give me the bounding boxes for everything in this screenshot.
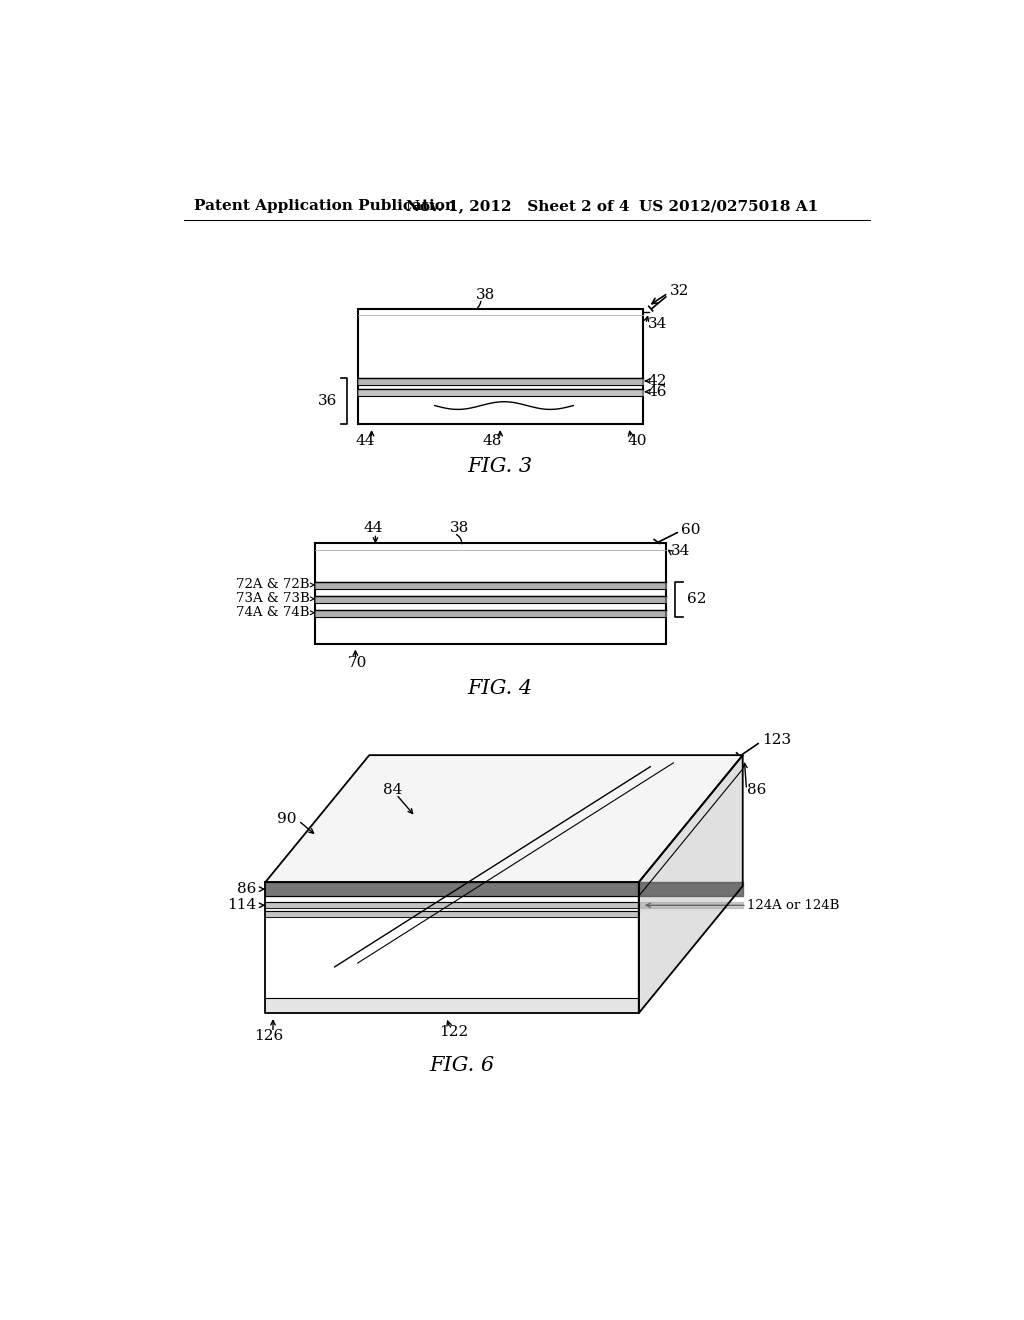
Polygon shape	[265, 882, 639, 1014]
Text: 62: 62	[686, 593, 706, 606]
Text: 86: 86	[746, 783, 766, 797]
Polygon shape	[639, 755, 742, 1014]
Text: US 2012/0275018 A1: US 2012/0275018 A1	[639, 199, 818, 213]
Text: 42: 42	[648, 374, 668, 388]
Text: 38: 38	[475, 289, 495, 302]
Text: 124A or 124B: 124A or 124B	[746, 899, 839, 912]
Text: FIG. 6: FIG. 6	[429, 1056, 495, 1074]
Text: 48: 48	[482, 434, 502, 447]
Text: 60: 60	[681, 523, 700, 536]
Polygon shape	[357, 309, 643, 424]
Polygon shape	[315, 544, 666, 644]
Text: 74A & 74B: 74A & 74B	[237, 606, 310, 619]
Text: 84: 84	[383, 783, 402, 797]
Text: 123: 123	[762, 733, 792, 747]
Text: 46: 46	[648, 384, 668, 399]
Text: 90: 90	[276, 812, 296, 826]
Text: FIG. 3: FIG. 3	[468, 457, 532, 477]
Text: 122: 122	[439, 1026, 469, 1039]
Text: 38: 38	[451, 521, 469, 535]
Text: 126: 126	[255, 1030, 284, 1043]
Polygon shape	[265, 755, 742, 882]
Text: 73A & 73B: 73A & 73B	[237, 593, 310, 606]
Text: 40: 40	[628, 434, 647, 447]
Text: 70: 70	[348, 656, 368, 669]
Text: 36: 36	[317, 393, 337, 408]
Text: FIG. 4: FIG. 4	[468, 678, 532, 698]
Text: 72A & 72B: 72A & 72B	[237, 578, 310, 591]
Text: 44: 44	[355, 434, 375, 447]
Text: 34: 34	[671, 544, 690, 558]
Text: 34: 34	[648, 317, 668, 331]
Text: 44: 44	[364, 521, 383, 535]
Text: 114: 114	[227, 899, 256, 912]
Text: Patent Application Publication: Patent Application Publication	[194, 199, 456, 213]
Text: Nov. 1, 2012   Sheet 2 of 4: Nov. 1, 2012 Sheet 2 of 4	[407, 199, 630, 213]
Text: 86: 86	[237, 882, 256, 896]
Text: 32: 32	[670, 284, 689, 298]
